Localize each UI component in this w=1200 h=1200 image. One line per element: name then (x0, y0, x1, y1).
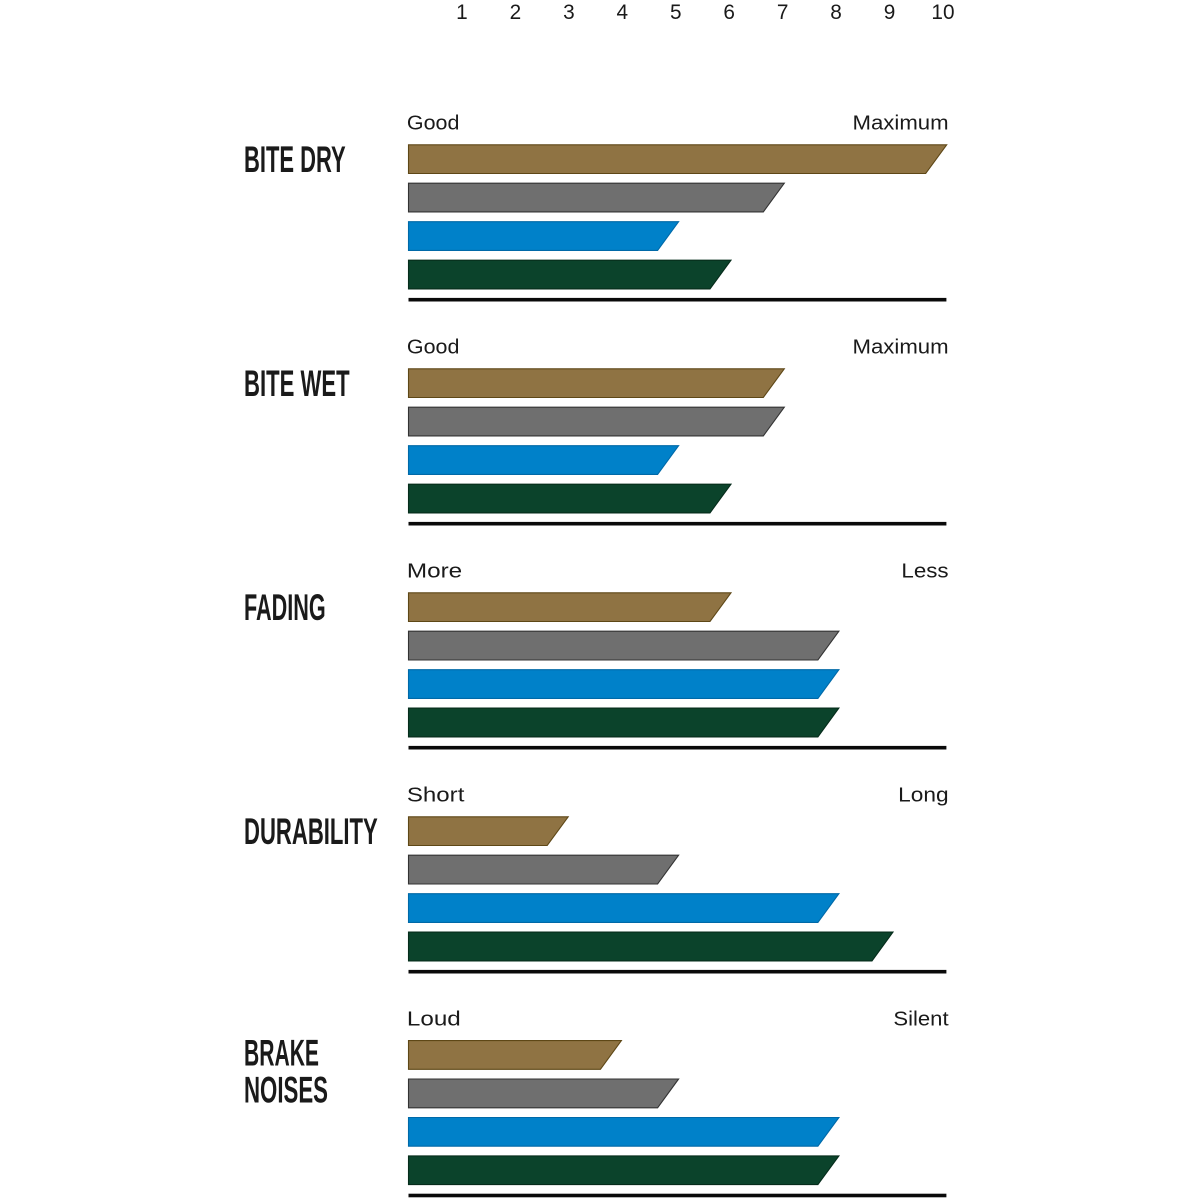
svg-text:7: 7 (777, 1, 789, 24)
svg-text:Long: Long (898, 785, 948, 807)
svg-text:Maximum: Maximum (853, 337, 949, 359)
svg-text:1: 1 (456, 1, 468, 24)
svg-text:5: 5 (670, 1, 682, 24)
svg-text:More: More (407, 561, 462, 583)
svg-text:8: 8 (830, 1, 842, 24)
svg-text:Good: Good (407, 337, 460, 359)
svg-text:BRAKE: BRAKE (244, 1033, 319, 1074)
svg-text:3: 3 (563, 1, 575, 24)
svg-text:BITE WET: BITE WET (244, 363, 350, 404)
svg-text:6: 6 (723, 1, 735, 24)
svg-text:Good: Good (407, 113, 460, 135)
svg-text:Maximum: Maximum (853, 113, 949, 135)
svg-text:9: 9 (884, 1, 896, 24)
svg-text:Silent: Silent (893, 1008, 949, 1030)
svg-text:FADING: FADING (244, 588, 326, 628)
svg-text:Short: Short (407, 785, 465, 807)
svg-text:Less: Less (901, 561, 948, 583)
svg-text:NOISES: NOISES (244, 1070, 328, 1111)
svg-text:4: 4 (617, 1, 629, 24)
svg-text:DURABILITY: DURABILITY (244, 811, 378, 852)
svg-text:2: 2 (510, 1, 522, 24)
svg-text:10: 10 (931, 1, 954, 24)
svg-text:Loud: Loud (407, 1008, 461, 1030)
svg-text:BITE DRY: BITE DRY (244, 139, 346, 180)
